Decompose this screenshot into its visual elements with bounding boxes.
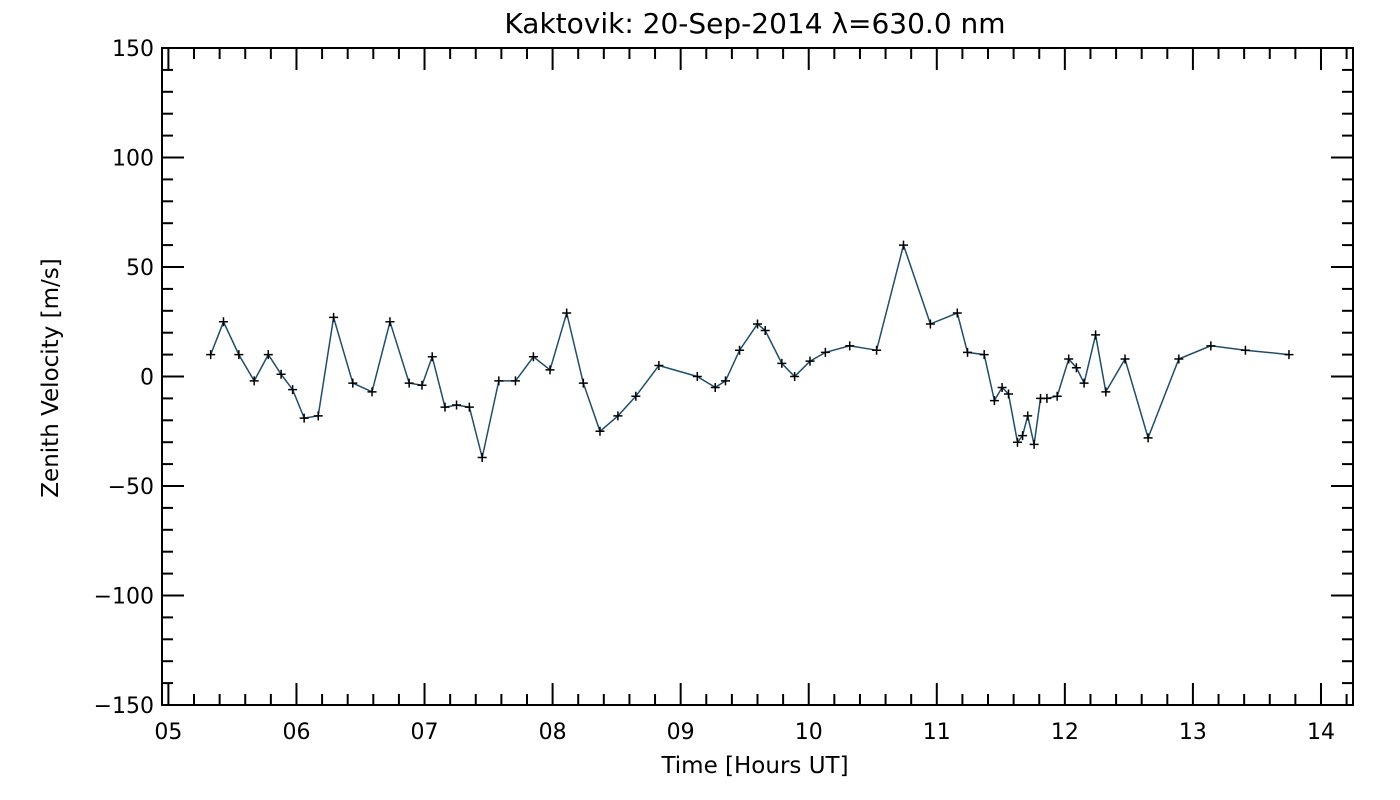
- x-tick-label: 08: [539, 720, 567, 745]
- data-point: [753, 319, 762, 329]
- data-point: [313, 411, 323, 421]
- data-point: [613, 411, 623, 421]
- data-point: [477, 453, 487, 463]
- data-point: [367, 387, 377, 397]
- data-point: [963, 347, 973, 357]
- data-point: [1052, 391, 1062, 401]
- x-tick-label: 12: [1051, 720, 1079, 745]
- x-tick-label: 10: [795, 720, 823, 745]
- y-tick-label: 50: [126, 256, 154, 281]
- data-point: [528, 352, 538, 362]
- data-point: [1029, 439, 1039, 449]
- plot-frame: [161, 47, 1354, 706]
- data-point: [1240, 345, 1250, 355]
- data-point: [1284, 350, 1294, 360]
- data-point: [417, 380, 427, 390]
- data-point: [1091, 330, 1101, 340]
- data-point: [1023, 411, 1033, 421]
- data-point: [1018, 431, 1028, 441]
- data-point: [720, 376, 730, 386]
- x-tick-label: 06: [282, 720, 310, 745]
- chart-title: Kaktovik: 20-Sep-2014 λ=630.0 nm: [504, 7, 1005, 40]
- data-point: [735, 345, 745, 355]
- data-point: [562, 308, 572, 318]
- series-line-group: [210, 242, 1290, 458]
- data-point: [1174, 354, 1184, 364]
- axis-ticks: [162, 47, 1353, 706]
- data-point: [925, 319, 935, 329]
- data-point: [760, 326, 770, 336]
- data-markers: [206, 240, 1294, 463]
- y-tick-label: 100: [112, 147, 154, 172]
- data-point: [692, 372, 702, 381]
- data-point: [1012, 437, 1022, 447]
- x-tick-label: 11: [923, 720, 951, 745]
- data-point: [218, 317, 228, 327]
- data-point: [276, 369, 286, 379]
- data-point: [1143, 433, 1153, 443]
- data-point: [872, 345, 882, 355]
- data-point: [1120, 354, 1130, 364]
- data-point: [595, 426, 605, 436]
- y-tick-label: 0: [140, 366, 154, 391]
- data-point: [997, 382, 1007, 392]
- data-point: [952, 308, 962, 318]
- data-point: [464, 402, 474, 412]
- data-point: [805, 356, 815, 366]
- data-point: [510, 376, 520, 386]
- axis-tick-labels: 05 06 07 08 09 10 11 12 13 14 −150 −100 −50 0 50 100 150: [94, 37, 1335, 745]
- data-point: [777, 358, 787, 368]
- data-point: [578, 378, 588, 388]
- data-point: [263, 350, 273, 360]
- data-point: [1071, 363, 1081, 373]
- data-point: [979, 350, 989, 360]
- data-point: [898, 240, 908, 250]
- x-tick-label: 13: [1179, 720, 1207, 745]
- y-tick-label: −150: [94, 694, 154, 719]
- data-point: [1079, 378, 1089, 388]
- data-point: [427, 352, 437, 362]
- data-point: [1064, 354, 1074, 364]
- data-point: [654, 361, 664, 371]
- x-tick-label: 09: [667, 720, 695, 745]
- x-tick-label: 07: [411, 720, 439, 745]
- data-point: [790, 372, 800, 381]
- data-point: [206, 350, 216, 360]
- data-point: [1042, 393, 1052, 403]
- data-point: [404, 378, 414, 388]
- x-axis-title: Time [Hours UT]: [660, 753, 848, 779]
- data-point: [249, 376, 259, 386]
- y-tick-label: −50: [108, 475, 154, 500]
- data-point: [710, 382, 720, 392]
- data-point: [440, 402, 450, 412]
- data-point: [234, 350, 244, 360]
- data-point: [989, 396, 999, 406]
- data-point: [845, 341, 855, 351]
- data-point: [299, 413, 309, 423]
- y-tick-label: −100: [94, 585, 154, 610]
- y-tick-label: 150: [112, 37, 154, 62]
- data-point: [494, 376, 504, 386]
- data-point: [631, 391, 641, 401]
- data-point: [348, 378, 358, 388]
- data-point: [1206, 341, 1216, 351]
- data-point: [329, 312, 339, 322]
- data-point: [545, 365, 555, 375]
- x-tick-label: 14: [1307, 720, 1335, 745]
- data-point: [385, 317, 395, 327]
- x-tick-label: 05: [154, 720, 182, 745]
- data-point: [820, 347, 830, 357]
- data-point: [1101, 387, 1111, 397]
- data-point: [452, 400, 462, 410]
- series-line: [210, 242, 1290, 458]
- data-point: [288, 385, 298, 395]
- y-axis-title: Zenith Velocity [m/s]: [38, 258, 64, 497]
- data-point: [1004, 389, 1014, 399]
